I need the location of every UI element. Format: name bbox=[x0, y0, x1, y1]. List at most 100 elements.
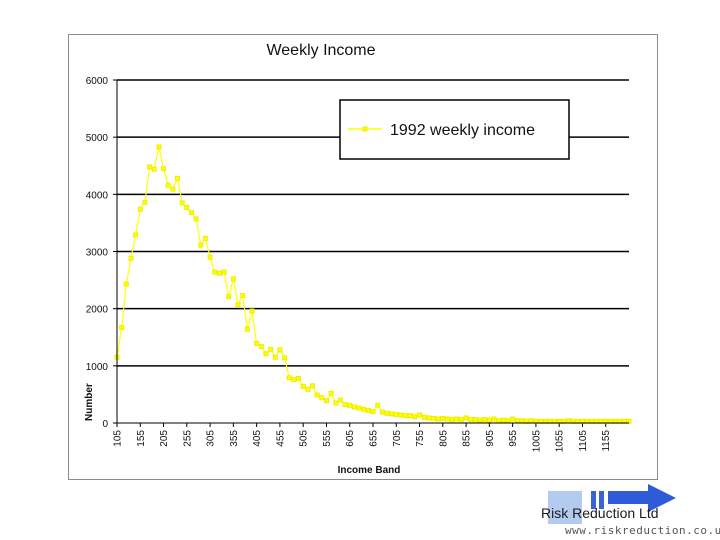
data-point bbox=[282, 355, 288, 361]
data-point bbox=[426, 415, 432, 421]
x-tick-label: 1105 bbox=[578, 430, 589, 452]
data-point bbox=[337, 397, 343, 403]
data-point bbox=[477, 417, 483, 423]
data-point bbox=[128, 255, 134, 261]
legend-label: 1992 weekly income bbox=[390, 122, 535, 139]
data-point bbox=[440, 415, 446, 421]
data-point bbox=[328, 390, 334, 396]
logo-square bbox=[548, 491, 582, 524]
data-point bbox=[179, 200, 185, 206]
data-point bbox=[277, 347, 283, 353]
chart-title: Weekly Income bbox=[266, 42, 375, 59]
y-axis-label: Number bbox=[84, 383, 95, 421]
data-point bbox=[207, 254, 213, 260]
data-point bbox=[189, 210, 194, 216]
company-url: www.riskreduction.co.uk bbox=[565, 524, 720, 537]
data-point bbox=[417, 412, 422, 418]
data-point bbox=[505, 418, 511, 424]
data-point bbox=[347, 402, 353, 408]
x-tick-label: 455 bbox=[275, 430, 286, 447]
data-point bbox=[291, 377, 297, 383]
data-point bbox=[421, 414, 427, 420]
data-point bbox=[263, 351, 269, 357]
data-point bbox=[147, 164, 153, 170]
data-point bbox=[119, 325, 125, 330]
data-point bbox=[393, 411, 399, 417]
data-point bbox=[454, 416, 460, 422]
data-point bbox=[156, 144, 162, 150]
data-point bbox=[463, 415, 469, 421]
y-tick-label: 3000 bbox=[86, 248, 109, 259]
data-point bbox=[384, 410, 390, 416]
data-point bbox=[491, 416, 497, 422]
data-point bbox=[468, 417, 474, 423]
data-point bbox=[286, 375, 292, 381]
data-point bbox=[398, 412, 404, 418]
data-point bbox=[249, 308, 255, 314]
y-tick-label: 5000 bbox=[86, 133, 109, 144]
data-point bbox=[510, 416, 516, 422]
data-point bbox=[296, 375, 301, 381]
legend: 1992 weekly income bbox=[339, 99, 570, 160]
x-tick-label: 955 bbox=[508, 430, 519, 447]
x-tick-label: 755 bbox=[415, 430, 426, 447]
chart-frame: Weekly Income 0 1000 2000 3000 4000 5000 6000 … bbox=[68, 34, 658, 480]
data-point bbox=[254, 341, 260, 346]
x-tick-label: 705 bbox=[392, 430, 403, 447]
x-tick-label: 105 bbox=[113, 430, 124, 447]
data-point bbox=[161, 166, 166, 172]
data-point bbox=[445, 416, 450, 422]
series-1992-weekly-income bbox=[114, 144, 632, 424]
y-tick-label: 6000 bbox=[86, 76, 109, 87]
data-point bbox=[496, 418, 502, 424]
x-tick-label: 555 bbox=[322, 430, 333, 447]
weekly-income-chart: Weekly Income 0100020003000400050006000 … bbox=[84, 42, 632, 476]
data-point bbox=[170, 186, 176, 192]
data-point bbox=[514, 418, 520, 424]
logo-bar bbox=[591, 491, 596, 509]
data-point bbox=[314, 392, 320, 398]
data-point bbox=[519, 418, 525, 424]
data-point bbox=[244, 326, 250, 332]
y-tick-label: 4000 bbox=[86, 190, 109, 201]
x-tick-label: 805 bbox=[438, 430, 449, 447]
data-point bbox=[133, 232, 139, 238]
company-logo: Risk Reduction Ltd www.riskreduction.co.… bbox=[541, 484, 720, 540]
data-point bbox=[379, 409, 385, 415]
data-point bbox=[482, 417, 488, 423]
data-point bbox=[389, 411, 395, 417]
data-point bbox=[272, 354, 278, 360]
x-tick-label: 255 bbox=[182, 430, 193, 447]
data-point bbox=[165, 182, 171, 188]
data-point bbox=[268, 346, 274, 352]
data-point bbox=[528, 418, 534, 424]
data-point bbox=[566, 418, 571, 424]
data-point bbox=[175, 175, 180, 181]
x-tick-label: 305 bbox=[206, 430, 217, 447]
legend-marker bbox=[362, 126, 368, 132]
x-tick-label: 1005 bbox=[531, 430, 542, 453]
data-point bbox=[472, 417, 478, 423]
data-point bbox=[370, 409, 376, 415]
data-point bbox=[305, 386, 311, 392]
data-point bbox=[230, 276, 236, 282]
data-point bbox=[212, 269, 218, 275]
data-point bbox=[300, 383, 306, 389]
data-point bbox=[202, 235, 208, 241]
data-point bbox=[142, 199, 148, 205]
arrow-right-icon bbox=[608, 484, 676, 512]
series-line bbox=[116, 146, 629, 422]
data-point bbox=[412, 414, 418, 420]
data-point bbox=[319, 395, 325, 401]
logo-bar bbox=[599, 491, 604, 509]
data-point bbox=[435, 416, 441, 422]
data-point bbox=[193, 216, 199, 222]
data-point bbox=[221, 269, 227, 275]
data-point bbox=[333, 400, 339, 406]
data-point bbox=[151, 166, 157, 172]
data-point bbox=[458, 417, 464, 423]
data-point bbox=[403, 413, 409, 419]
x-axis-label: Income Band bbox=[338, 465, 401, 476]
x-tick-label: 205 bbox=[159, 430, 170, 447]
data-point bbox=[500, 417, 506, 423]
